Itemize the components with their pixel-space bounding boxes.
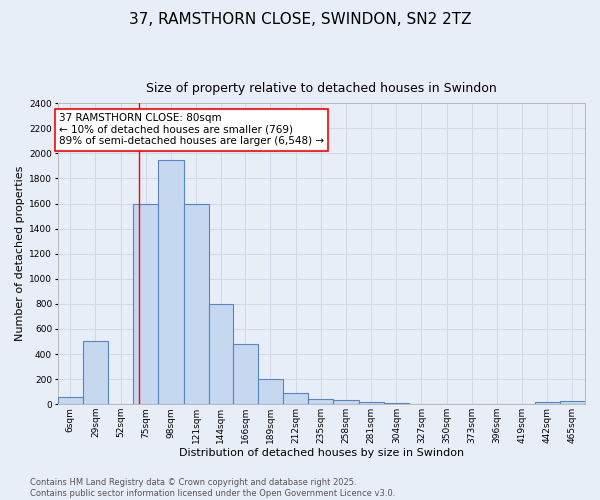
Bar	[535, 402, 560, 404]
Bar	[184, 204, 209, 404]
Bar	[359, 402, 384, 404]
Bar	[308, 399, 334, 404]
Bar	[258, 379, 283, 404]
Bar	[283, 393, 308, 404]
Bar	[384, 403, 409, 404]
Bar	[58, 398, 83, 404]
Y-axis label: Number of detached properties: Number of detached properties	[15, 166, 25, 342]
Bar	[233, 344, 258, 404]
Bar	[209, 304, 233, 404]
Bar	[83, 342, 108, 404]
Bar	[133, 204, 158, 404]
Title: Size of property relative to detached houses in Swindon: Size of property relative to detached ho…	[146, 82, 497, 94]
Text: 37, RAMSTHORN CLOSE, SWINDON, SN2 2TZ: 37, RAMSTHORN CLOSE, SWINDON, SN2 2TZ	[129, 12, 471, 28]
Bar	[334, 400, 359, 404]
Text: 37 RAMSTHORN CLOSE: 80sqm
← 10% of detached houses are smaller (769)
89% of semi: 37 RAMSTHORN CLOSE: 80sqm ← 10% of detac…	[59, 114, 324, 146]
X-axis label: Distribution of detached houses by size in Swindon: Distribution of detached houses by size …	[179, 448, 464, 458]
Bar	[158, 160, 184, 404]
Bar	[560, 401, 585, 404]
Text: Contains HM Land Registry data © Crown copyright and database right 2025.
Contai: Contains HM Land Registry data © Crown c…	[30, 478, 395, 498]
